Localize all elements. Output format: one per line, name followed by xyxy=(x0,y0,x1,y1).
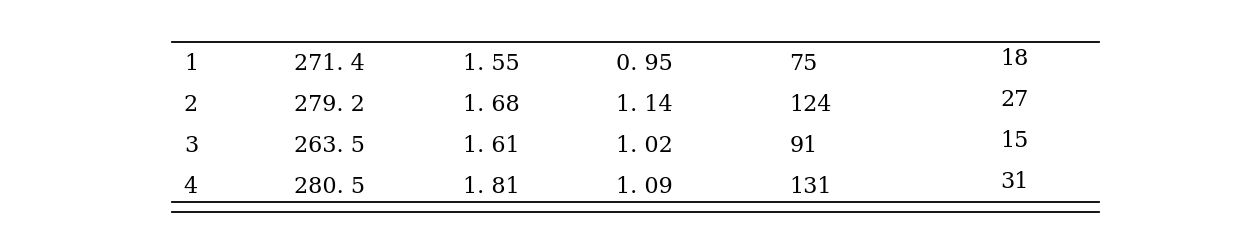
Text: 91: 91 xyxy=(789,135,817,157)
Text: 1: 1 xyxy=(184,53,198,75)
Text: 279. 2: 279. 2 xyxy=(294,94,365,116)
Text: 1. 68: 1. 68 xyxy=(463,94,520,116)
Text: 1. 55: 1. 55 xyxy=(463,53,520,75)
Text: 271. 4: 271. 4 xyxy=(294,53,365,75)
Text: 131: 131 xyxy=(789,176,832,198)
Text: 3: 3 xyxy=(184,135,198,157)
Text: 4: 4 xyxy=(184,176,198,198)
Text: 124: 124 xyxy=(789,94,832,116)
Text: 18: 18 xyxy=(1001,48,1029,70)
Text: 280. 5: 280. 5 xyxy=(294,176,366,198)
Text: 15: 15 xyxy=(1001,130,1029,152)
Text: 0. 95: 0. 95 xyxy=(616,53,673,75)
Text: 2: 2 xyxy=(184,94,198,116)
Text: 27: 27 xyxy=(1001,89,1029,111)
Text: 31: 31 xyxy=(1001,171,1029,193)
Text: 75: 75 xyxy=(789,53,817,75)
Text: 1. 61: 1. 61 xyxy=(463,135,520,157)
Text: 1. 14: 1. 14 xyxy=(616,94,673,116)
Text: 1. 02: 1. 02 xyxy=(616,135,673,157)
Text: 1. 81: 1. 81 xyxy=(463,176,520,198)
Text: 263. 5: 263. 5 xyxy=(294,135,366,157)
Text: 1. 09: 1. 09 xyxy=(616,176,673,198)
